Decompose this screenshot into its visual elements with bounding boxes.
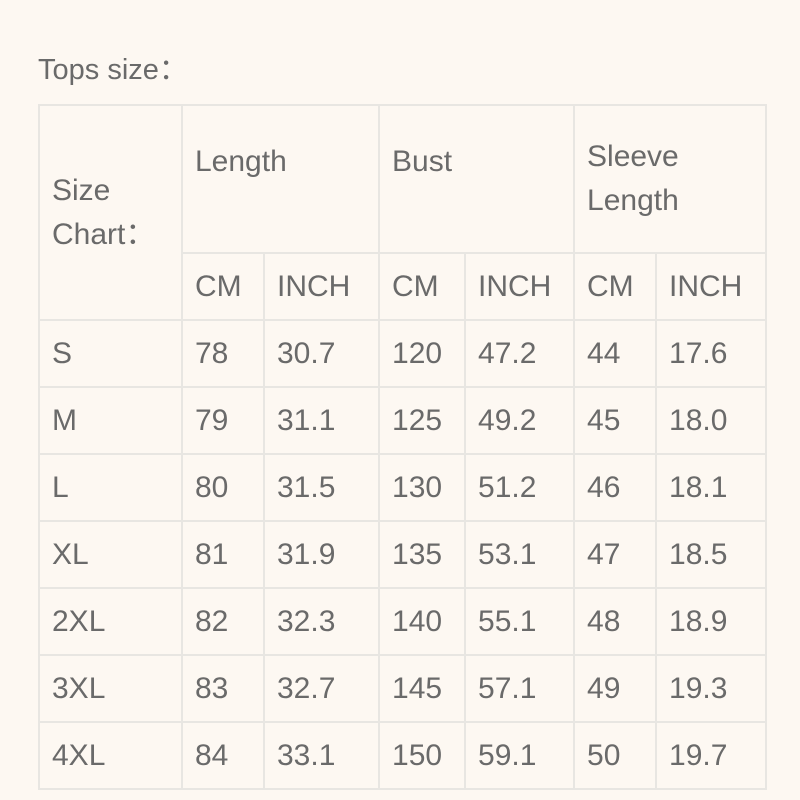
value-cell: 31.9 (262, 520, 381, 589)
value-cell: 82 (181, 587, 265, 656)
value-cell: 79 (181, 386, 265, 455)
table-row: S 78 30.7 120 47.2 44 17.6 (38, 319, 768, 388)
value-cell: 53.1 (464, 520, 576, 589)
size-cell: L (38, 453, 183, 522)
value-cell: 120 (378, 319, 467, 388)
value-cell: 46 (573, 453, 658, 522)
group-header-length: Length (180, 104, 381, 254)
unit-header: INCH (464, 252, 576, 321)
value-cell: 30.7 (262, 319, 381, 388)
size-chart-table: Size Chart： Length Bust Sleeve Length CM… (38, 104, 768, 790)
size-cell: M (38, 386, 183, 455)
table-row: M 79 31.1 125 49.2 45 18.0 (38, 386, 768, 455)
value-cell: 145 (378, 654, 467, 723)
value-cell: 140 (378, 587, 467, 656)
value-cell: 32.3 (262, 587, 381, 656)
value-cell: 57.1 (464, 654, 576, 723)
value-cell: 81 (181, 520, 265, 589)
value-cell: 45 (573, 386, 658, 455)
page-title: Tops size： (38, 54, 188, 86)
value-cell: 18.5 (655, 520, 768, 589)
table-row: 3XL 83 32.7 145 57.1 49 19.3 (38, 654, 768, 723)
value-cell: 47 (573, 520, 658, 589)
size-cell: 3XL (38, 654, 183, 723)
value-cell: 31.5 (262, 453, 381, 522)
table-row: XL 81 31.9 135 53.1 47 18.5 (38, 520, 768, 589)
unit-header: CM (573, 252, 658, 321)
size-cell: 4XL (38, 721, 183, 790)
value-cell: 49.2 (464, 386, 576, 455)
unit-header: CM (181, 252, 265, 321)
unit-header: INCH (655, 252, 768, 321)
value-cell: 32.7 (262, 654, 381, 723)
group-header-sleeve-length: Sleeve Length (573, 104, 768, 254)
value-cell: 83 (181, 654, 265, 723)
value-cell: 130 (378, 453, 467, 522)
value-cell: 59.1 (464, 721, 576, 790)
value-cell: 44 (573, 319, 658, 388)
size-cell: 2XL (38, 587, 183, 656)
value-cell: 18.9 (655, 587, 768, 656)
value-cell: 31.1 (262, 386, 381, 455)
value-cell: 84 (181, 721, 265, 790)
unit-header: CM (378, 252, 467, 321)
value-cell: 125 (378, 386, 467, 455)
size-cell: XL (38, 520, 183, 589)
unit-header: INCH (262, 252, 381, 321)
value-cell: 50 (573, 721, 658, 790)
value-cell: 33.1 (262, 721, 381, 790)
value-cell: 80 (181, 453, 265, 522)
value-cell: 18.1 (655, 453, 768, 522)
value-cell: 19.7 (655, 721, 768, 790)
value-cell: 17.6 (655, 319, 768, 388)
value-cell: 78 (181, 319, 265, 388)
corner-header: Size Chart： (38, 104, 183, 321)
value-cell: 51.2 (464, 453, 576, 522)
value-cell: 55.1 (464, 587, 576, 656)
table-row: 4XL 84 33.1 150 59.1 50 19.7 (38, 721, 768, 790)
value-cell: 49 (573, 654, 658, 723)
table-row: L 80 31.5 130 51.2 46 18.1 (38, 453, 768, 522)
value-cell: 135 (378, 520, 467, 589)
value-cell: 19.3 (655, 654, 768, 723)
value-cell: 150 (378, 721, 467, 790)
value-cell: 47.2 (464, 319, 576, 388)
value-cell: 48 (573, 587, 658, 656)
group-header-bust: Bust (378, 104, 576, 254)
table-row: 2XL 82 32.3 140 55.1 48 18.9 (38, 587, 768, 656)
size-cell: S (38, 319, 183, 388)
value-cell: 18.0 (655, 386, 768, 455)
